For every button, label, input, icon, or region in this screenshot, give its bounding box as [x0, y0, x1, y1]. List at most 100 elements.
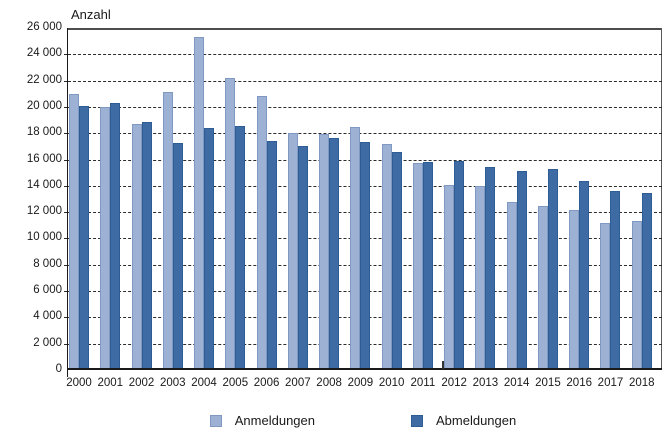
y-tick-label-0: 0	[55, 363, 62, 375]
plot-right-border	[661, 28, 662, 370]
bar-anmeldungen-2002	[131, 124, 142, 370]
bar-anmeldungen-2018	[631, 221, 642, 370]
y-axis-tick-12000	[64, 212, 68, 214]
bar-abmeldungen-2007	[297, 146, 308, 370]
y-tick-label-10000: 10 000	[26, 231, 62, 244]
bar-abmeldungen-2001	[110, 102, 121, 370]
bar-anmeldungen-2008	[319, 133, 330, 370]
y-tick-label-14000: 14 000	[26, 178, 62, 191]
x-tick-label-2015: 2015	[535, 377, 561, 389]
y-axis-line	[67, 28, 68, 377]
bar-abmeldungen-2009	[360, 142, 371, 370]
x-tick-label-2005: 2005	[222, 377, 249, 389]
x-tick-label-2009: 2009	[347, 377, 374, 389]
bar-abmeldungen-2011	[422, 161, 433, 370]
bar-anmeldungen-2011	[412, 162, 423, 370]
bar-anmeldungen-2010	[381, 143, 392, 370]
legend: Anmeldungen Abmeldungen	[0, 413, 668, 428]
plot-area	[64, 28, 662, 377]
bar-abmeldungen-2004	[204, 127, 215, 370]
x-tick-label-2002: 2002	[128, 377, 155, 389]
x-tick-label-2006: 2006	[253, 377, 280, 389]
bar-anmeldungen-2004	[194, 37, 205, 370]
x-tick-label-2016: 2016	[566, 377, 592, 389]
x-tick-label-2010: 2010	[378, 377, 405, 389]
bar-abmeldungen-2002	[141, 122, 152, 370]
legend-swatch-icon	[411, 414, 423, 427]
bar-anmeldungen-2009	[350, 127, 361, 370]
y-tick-label-2000: 2 000	[33, 336, 62, 349]
x-tick-label-2008: 2008	[316, 377, 342, 389]
x-axis-mid-tick	[442, 361, 444, 369]
bar-abmeldungen-2003	[172, 143, 183, 370]
x-tick-label-2007: 2007	[285, 377, 311, 389]
legend-label: Anmeldungen	[234, 413, 315, 428]
top-border-gridline-26000	[68, 28, 662, 30]
y-axis-tick-22000	[64, 80, 68, 82]
y-tick-label-26000: 26 000	[26, 21, 62, 33]
x-axis-line	[67, 368, 662, 370]
y-tick-label-4000: 4 000	[33, 310, 62, 323]
y-axis-tick-20000	[64, 106, 68, 108]
bar-abmeldungen-2010	[391, 151, 402, 370]
y-tick-label-8000: 8 000	[33, 257, 62, 270]
bar-anmeldungen-2017	[600, 222, 611, 370]
y-tick-label-12000: 12 000	[26, 205, 62, 218]
bar-anmeldungen-2007	[287, 132, 298, 370]
gridline-22000	[68, 80, 662, 82]
legend-item-abmeldungen: Abmeldungen	[411, 413, 516, 428]
bar-abmeldungen-2006	[266, 141, 277, 370]
bar-abmeldungen-2014	[516, 171, 527, 370]
bar-anmeldungen-2016	[569, 209, 580, 370]
gridline-18000	[68, 133, 662, 135]
bar-anmeldungen-2013	[475, 185, 486, 370]
x-tick-label-2004: 2004	[191, 377, 217, 389]
y-tick-label-20000: 20 000	[26, 99, 62, 112]
bar-abmeldungen-2008	[329, 137, 340, 370]
bar-abmeldungen-2016	[579, 180, 590, 370]
y-tick-label-18000: 18 000	[26, 126, 62, 139]
bar-abmeldungen-2018	[641, 193, 652, 370]
legend-label: Abmeldungen	[436, 413, 517, 428]
x-tick-label-2018: 2018	[628, 377, 655, 389]
bar-abmeldungen-2017	[610, 191, 621, 370]
x-tick-label-2011: 2011	[410, 377, 436, 389]
bar-anmeldungen-2014	[506, 201, 517, 370]
bar-anmeldungen-2015	[537, 205, 548, 370]
bar-anmeldungen-2001	[100, 106, 111, 370]
y-tick-label-16000: 16 000	[26, 152, 62, 165]
bar-abmeldungen-2013	[485, 167, 496, 370]
y-axis-tick-2000	[64, 343, 68, 345]
bar-abmeldungen-2005	[235, 126, 246, 370]
bar-abmeldungen-2015	[547, 169, 558, 370]
bar-anmeldungen-2003	[162, 91, 173, 370]
x-tick-label-2013: 2013	[472, 377, 499, 389]
bar-anmeldungen-2005	[225, 78, 236, 370]
bar-anmeldungen-2006	[256, 96, 267, 370]
gridline-24000	[68, 54, 662, 56]
x-tick-label-2017: 2017	[597, 377, 624, 389]
y-axis-title: Anzahl	[71, 7, 111, 22]
legend-item-anmeldungen: Anmeldungen	[209, 413, 315, 428]
y-axis-tick-8000	[64, 264, 68, 266]
x-tick-label-2012: 2012	[441, 377, 467, 389]
y-tick-label-6000: 6 000	[33, 284, 62, 297]
y-tick-label-24000: 24 000	[26, 47, 62, 60]
x-tick-label-2001: 2001	[97, 377, 124, 389]
y-axis-tick-18000	[64, 133, 68, 135]
y-axis-tick-10000	[64, 238, 68, 240]
bar-anmeldungen-2000	[69, 94, 79, 370]
x-tick-label-2003: 2003	[159, 377, 186, 389]
bar-abmeldungen-2000	[79, 106, 89, 370]
legend-swatch-icon	[209, 414, 222, 427]
x-tick-label-2014: 2014	[503, 377, 530, 389]
gridline-20000	[68, 106, 662, 108]
y-axis-tick-14000	[64, 185, 68, 187]
y-axis-tick-24000	[64, 54, 68, 56]
y-tick-label-22000: 22 000	[26, 73, 62, 86]
bar-abmeldungen-2012	[454, 160, 465, 370]
x-tick-label-2000: 2000	[66, 377, 92, 389]
y-axis-tick-6000	[64, 291, 68, 293]
y-axis-tick-16000	[64, 159, 68, 161]
